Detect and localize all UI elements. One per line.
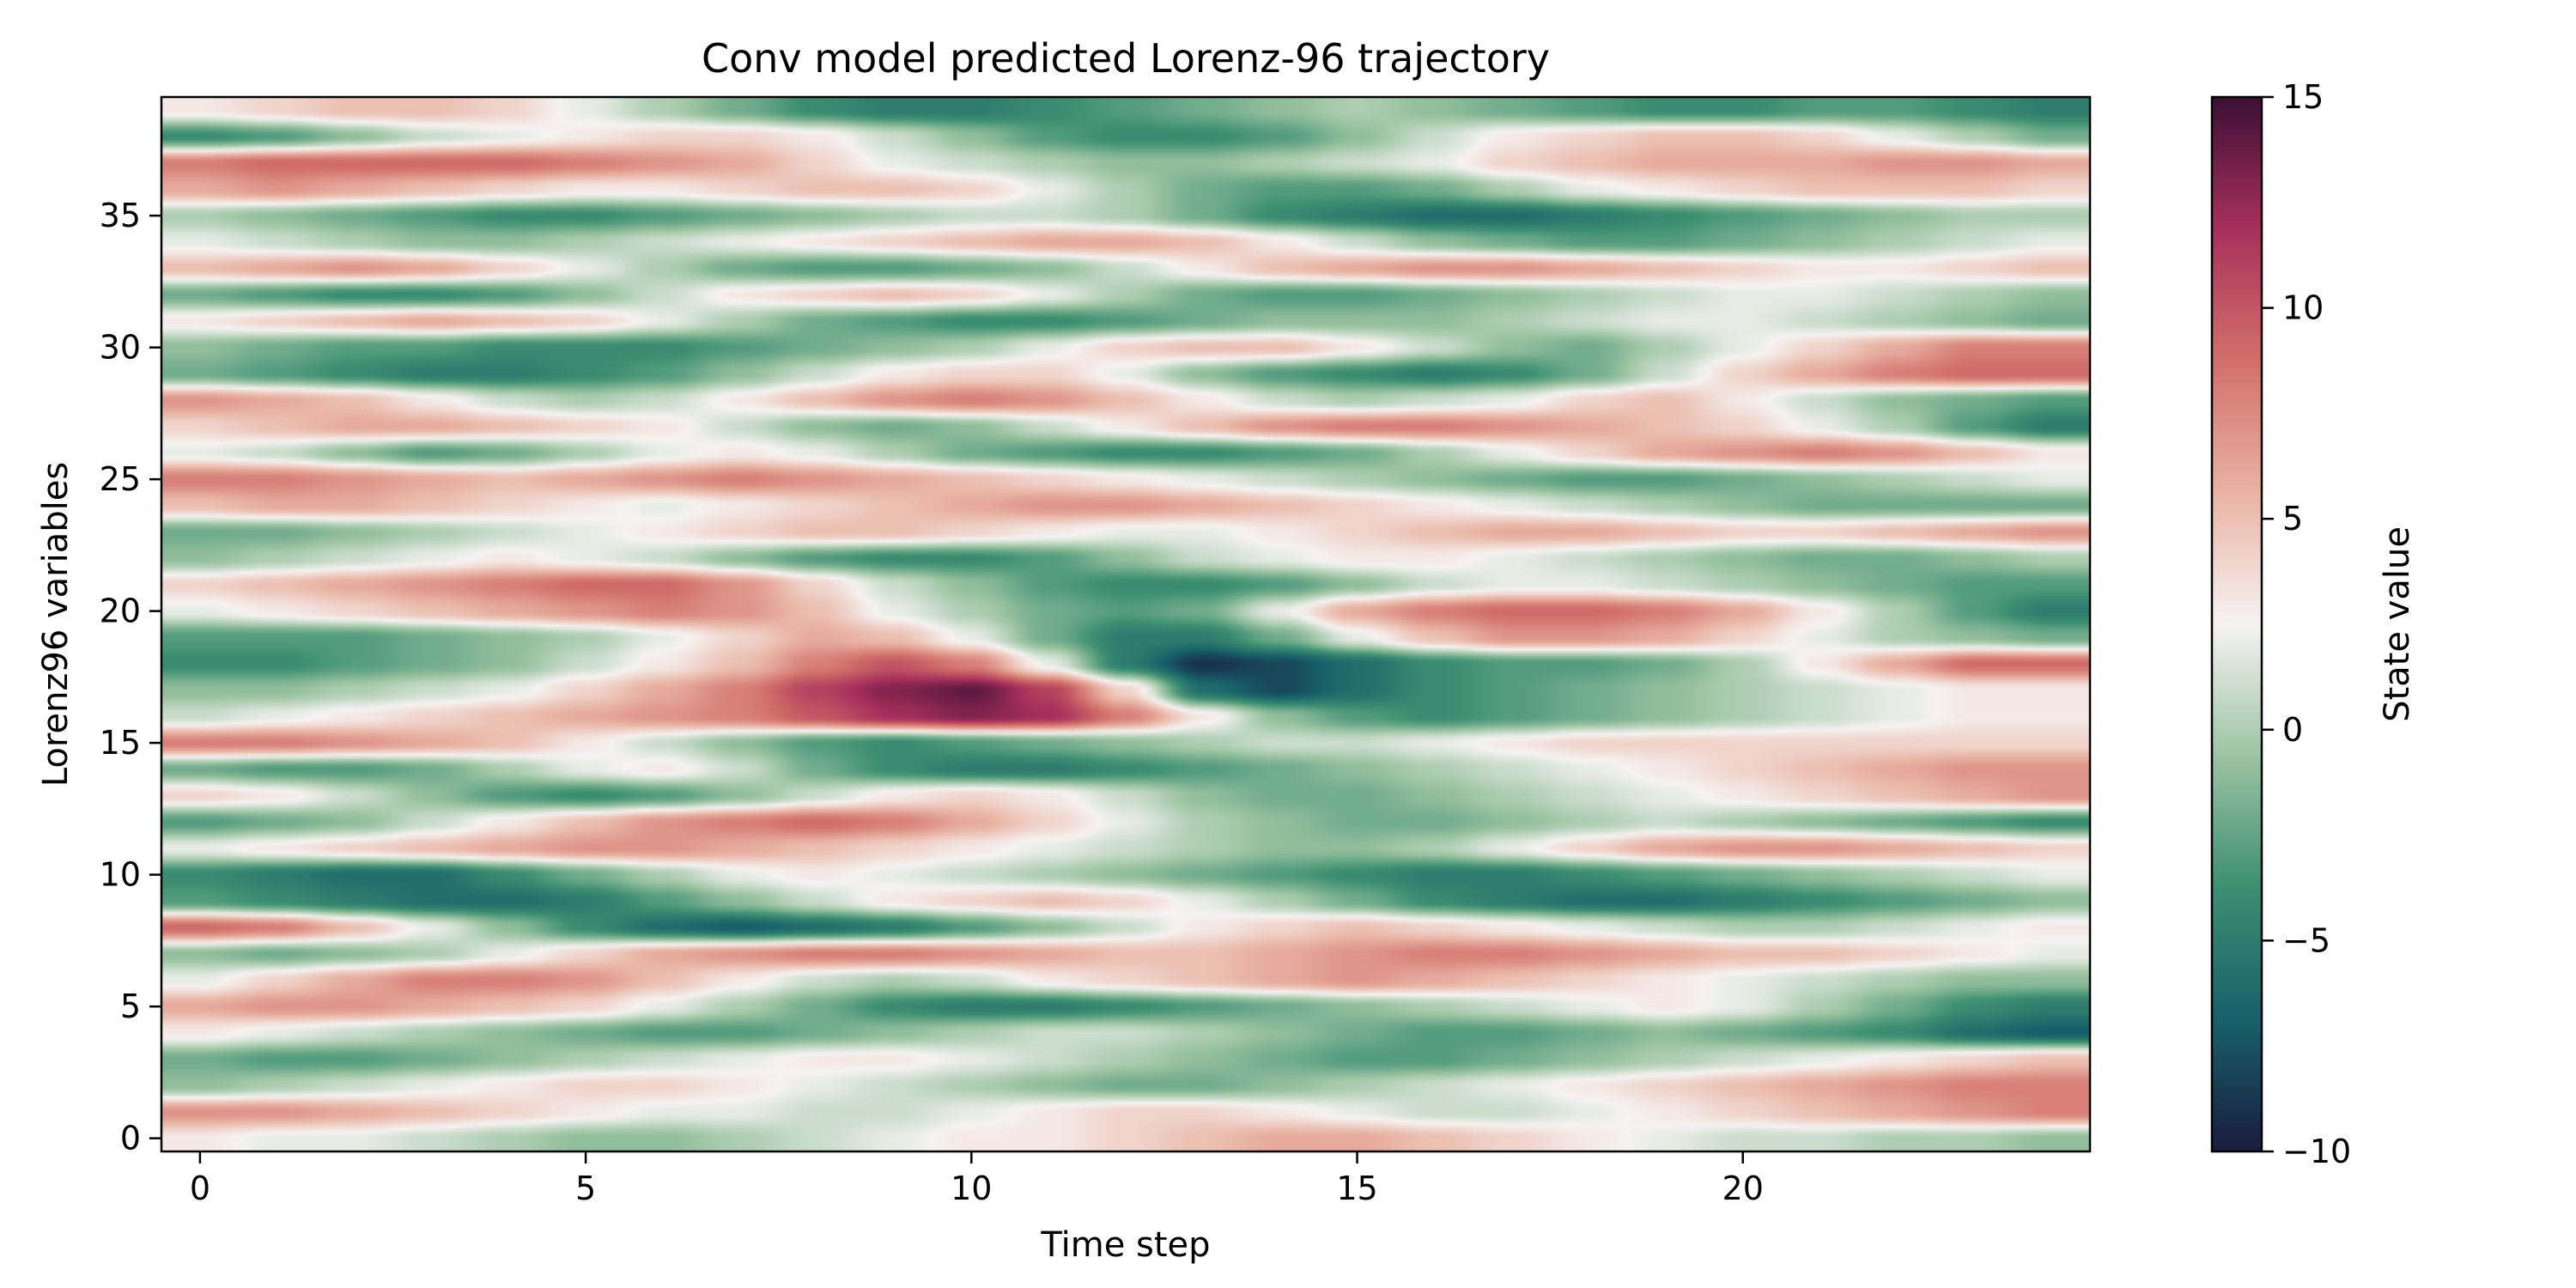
colorbar-tick-label: 15 (2282, 78, 2324, 116)
y-tick-label: 10 (100, 856, 141, 894)
plot-frame (160, 95, 2092, 1153)
colorbar-image (2212, 97, 2262, 1151)
colorbar-tick-label: 0 (2282, 711, 2303, 749)
x-tick-label: 0 (190, 1170, 210, 1207)
y-tick-label: 25 (100, 460, 141, 498)
x-tick-label: 15 (1336, 1170, 1377, 1207)
y-tick-label: 35 (100, 197, 141, 234)
colorbar-label: State value (2378, 526, 2417, 722)
colorbar-tick-label: −10 (2282, 1133, 2351, 1170)
x-tick-label: 5 (575, 1170, 596, 1207)
colorbar-tick-label: −5 (2282, 921, 2330, 959)
colorbar-ticks: 15 10 5 0 −5 −10 (2262, 78, 2351, 1170)
heatmap-image (161, 97, 2090, 1151)
colorbar-tick-label: 5 (2282, 500, 2303, 538)
y-axis-ticks: 0 5 10 15 20 25 30 35 (100, 197, 161, 1157)
y-tick-label: 5 (120, 987, 141, 1025)
x-axis-label: Time step (1040, 1225, 1210, 1265)
x-tick-label: 10 (951, 1170, 992, 1207)
y-tick-label: 15 (100, 724, 141, 762)
y-tick-label: 30 (100, 329, 141, 367)
chart-title: Conv model predicted Lorenz-96 trajector… (702, 35, 1550, 82)
colorbar-tick-label: 10 (2282, 289, 2324, 327)
colorbar-frame (2210, 95, 2263, 1153)
y-tick-label: 20 (100, 592, 141, 630)
y-tick-label: 0 (120, 1120, 141, 1157)
y-axis-label: Lorenz96 variables (36, 462, 76, 787)
x-tick-label: 20 (1722, 1170, 1764, 1207)
x-axis-ticks: 0 5 10 15 20 (190, 1151, 1764, 1207)
